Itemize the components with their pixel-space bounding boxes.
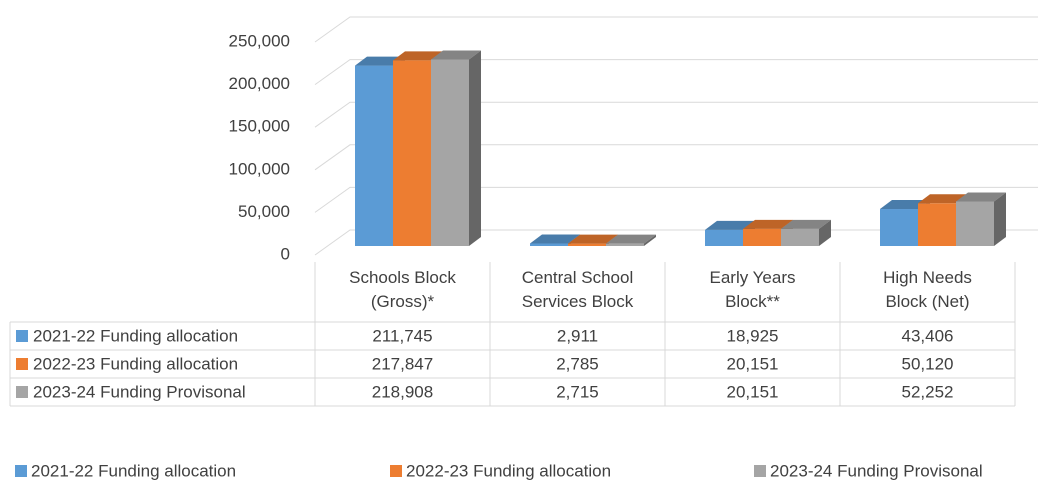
bar-front (431, 59, 469, 246)
legend-key (390, 465, 402, 477)
bar-front (743, 228, 781, 246)
bar-top (355, 56, 405, 66)
bar-top (431, 50, 481, 60)
table-cell: 2,715 (556, 382, 599, 401)
legend-key (16, 386, 28, 398)
table-cell: 18,925 (727, 326, 779, 345)
bar-side (644, 234, 656, 246)
x-tick-label: High Needs Block (Net) (883, 268, 972, 311)
bar-side (994, 192, 1006, 246)
table-cell: 211,745 (372, 326, 432, 345)
bar-front (530, 243, 568, 246)
bar-front (956, 201, 994, 246)
grid-line (314, 144, 1038, 171)
x-tick-label: Schools Block (Gross)* (349, 268, 456, 311)
bar (781, 219, 831, 246)
grid-line (314, 186, 1038, 213)
grid-line (314, 16, 1038, 43)
legend-label: 2022-23 Funding allocation (406, 461, 611, 480)
x-tick-label: Central School Services Block (521, 268, 634, 311)
y-tick-label: 250,000 (229, 31, 290, 50)
legend-label: 2021-22 Funding allocation (31, 461, 236, 480)
bar-top (568, 234, 618, 244)
legend-key (15, 465, 27, 477)
bar-top (393, 51, 443, 61)
table-row-label: 2022-23 Funding allocation (33, 354, 238, 373)
table-cell: 20,151 (727, 382, 779, 401)
legend-key (16, 330, 28, 342)
y-tick-label: 100,000 (229, 159, 290, 178)
table-cell: 218,908 (372, 382, 433, 401)
bar-top (918, 194, 968, 204)
table-cell: 2,785 (556, 354, 599, 373)
grid-line (314, 101, 1038, 128)
bar-top (880, 200, 930, 210)
bar-side (469, 50, 481, 246)
bar-top (705, 220, 755, 230)
table-row-label: 2021-22 Funding allocation (33, 326, 238, 345)
y-tick-label: 200,000 (229, 74, 290, 93)
bar-front (705, 229, 743, 246)
legend-label: 2023-24 Funding Provisonal (770, 461, 983, 480)
bar (956, 192, 1006, 246)
table-cell: 50,120 (902, 354, 954, 373)
bar-top (781, 219, 831, 229)
grid-line (314, 59, 1038, 86)
bar-front (568, 243, 606, 246)
bar (606, 234, 656, 246)
bar-front (880, 209, 918, 246)
y-tick-label: 0 (281, 244, 290, 263)
table-row-label: 2023-24 Funding Provisonal (33, 382, 246, 401)
bar-top (956, 192, 1006, 202)
legend-key (754, 465, 766, 477)
bar-front (781, 228, 819, 246)
table-cell: 2,911 (557, 326, 598, 345)
bar (431, 50, 481, 246)
bar-front (393, 60, 431, 247)
table-cell: 217,847 (372, 354, 433, 373)
bar-front (606, 243, 644, 246)
table-cell: 20,151 (727, 354, 779, 373)
bar-top (530, 234, 580, 244)
y-tick-label: 150,000 (229, 117, 290, 136)
table-cell: 52,252 (902, 382, 954, 401)
x-tick-label: Early Years Block** (709, 268, 796, 311)
bar-top (606, 234, 656, 244)
y-tick-label: 50,000 (238, 202, 290, 221)
bar-top (743, 219, 793, 229)
table-cell: 43,406 (902, 326, 954, 345)
bar-side (819, 219, 831, 246)
bar-front (355, 65, 393, 246)
bar-front (918, 203, 956, 246)
legend-key (16, 358, 28, 370)
